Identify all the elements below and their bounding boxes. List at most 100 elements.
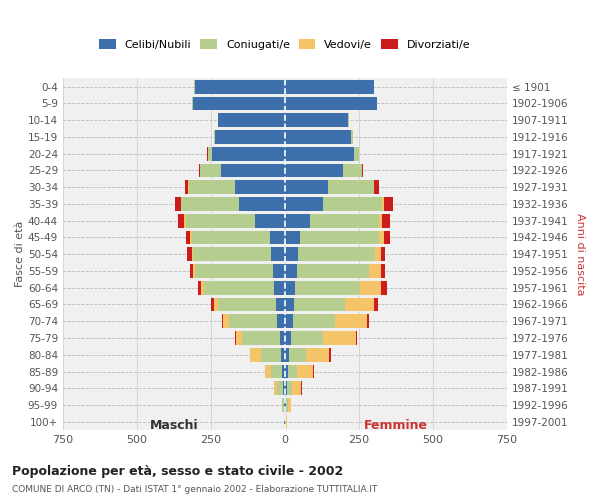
- Bar: [270, 230, 285, 244]
- Bar: [379, 214, 382, 228]
- Bar: [271, 248, 285, 261]
- Bar: [310, 214, 379, 228]
- Bar: [185, 180, 188, 194]
- Bar: [289, 348, 305, 362]
- Bar: [299, 230, 379, 244]
- Bar: [285, 314, 293, 328]
- Bar: [211, 298, 214, 312]
- Bar: [285, 197, 323, 211]
- Bar: [218, 114, 285, 127]
- Bar: [381, 264, 385, 278]
- Bar: [374, 180, 379, 194]
- Bar: [285, 264, 296, 278]
- Bar: [277, 314, 285, 328]
- Bar: [194, 264, 273, 278]
- Bar: [374, 298, 378, 312]
- Bar: [214, 130, 215, 144]
- Bar: [367, 314, 370, 328]
- Bar: [277, 382, 283, 395]
- Bar: [355, 147, 359, 160]
- Bar: [178, 214, 184, 228]
- Text: COMUNE DI ARCO (TN) - Dati ISTAT 1° gennaio 2002 - Elaborazione TUTTITALIA.IT: COMUNE DI ARCO (TN) - Dati ISTAT 1° genn…: [12, 485, 377, 494]
- Bar: [229, 314, 277, 328]
- Bar: [223, 314, 229, 328]
- Bar: [287, 382, 292, 395]
- Text: Maschi: Maschi: [149, 419, 198, 432]
- Bar: [288, 364, 296, 378]
- Bar: [293, 314, 335, 328]
- Bar: [273, 264, 285, 278]
- Bar: [212, 147, 285, 160]
- Bar: [295, 281, 360, 294]
- Bar: [184, 214, 185, 228]
- Bar: [187, 248, 191, 261]
- Bar: [328, 180, 374, 194]
- Bar: [291, 331, 323, 345]
- Bar: [199, 164, 200, 177]
- Bar: [285, 331, 291, 345]
- Bar: [381, 281, 387, 294]
- Bar: [286, 398, 288, 412]
- Bar: [283, 364, 285, 378]
- Bar: [283, 382, 285, 395]
- Bar: [285, 214, 310, 228]
- Bar: [285, 248, 298, 261]
- Bar: [356, 331, 357, 345]
- Bar: [382, 214, 390, 228]
- Bar: [193, 248, 271, 261]
- Bar: [274, 281, 285, 294]
- Bar: [188, 180, 235, 194]
- Bar: [285, 114, 349, 127]
- Bar: [323, 331, 356, 345]
- Bar: [185, 230, 190, 244]
- Bar: [198, 281, 201, 294]
- Bar: [218, 298, 276, 312]
- Bar: [305, 348, 329, 362]
- Bar: [281, 348, 285, 362]
- Legend: Celibi/Nubili, Coniugati/e, Vedovi/e, Divorziati/e: Celibi/Nubili, Coniugati/e, Vedovi/e, Di…: [95, 34, 475, 54]
- Bar: [208, 147, 212, 160]
- Bar: [285, 281, 295, 294]
- Bar: [265, 364, 271, 378]
- Bar: [191, 230, 270, 244]
- Bar: [193, 96, 285, 110]
- Bar: [215, 130, 285, 144]
- Bar: [190, 264, 193, 278]
- Bar: [384, 230, 390, 244]
- Bar: [335, 314, 367, 328]
- Bar: [285, 80, 374, 94]
- Bar: [181, 197, 239, 211]
- Bar: [292, 382, 301, 395]
- Bar: [360, 281, 381, 294]
- Bar: [239, 197, 285, 211]
- Bar: [293, 298, 346, 312]
- Bar: [214, 298, 218, 312]
- Bar: [242, 331, 280, 345]
- Bar: [369, 264, 381, 278]
- Bar: [288, 398, 291, 412]
- Bar: [235, 180, 285, 194]
- Bar: [285, 164, 343, 177]
- Bar: [194, 80, 285, 94]
- Text: Popolazione per età, sesso e stato civile - 2002: Popolazione per età, sesso e stato civil…: [12, 464, 343, 477]
- Bar: [379, 230, 384, 244]
- Bar: [323, 197, 382, 211]
- Bar: [285, 348, 289, 362]
- Bar: [285, 398, 286, 412]
- Bar: [271, 364, 283, 378]
- Bar: [250, 348, 260, 362]
- Bar: [384, 197, 393, 211]
- Bar: [255, 214, 285, 228]
- Bar: [274, 382, 277, 395]
- Bar: [190, 230, 191, 244]
- Bar: [191, 248, 193, 261]
- Y-axis label: Anni di nascita: Anni di nascita: [575, 213, 585, 296]
- Bar: [200, 164, 221, 177]
- Bar: [236, 331, 242, 345]
- Y-axis label: Fasce di età: Fasce di età: [15, 221, 25, 288]
- Bar: [284, 398, 285, 412]
- Bar: [276, 298, 285, 312]
- Bar: [285, 230, 299, 244]
- Bar: [362, 164, 363, 177]
- Bar: [381, 248, 385, 261]
